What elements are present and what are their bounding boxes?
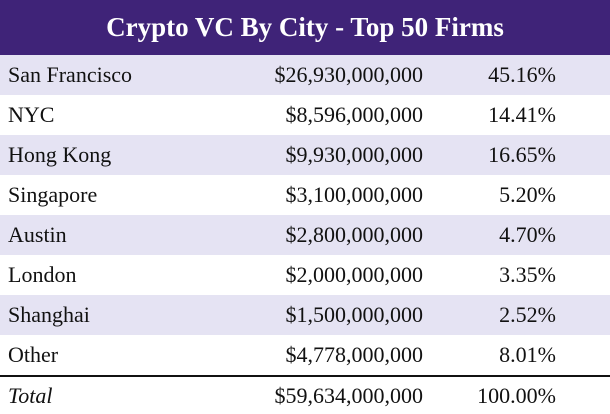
table-row: NYC $8,596,000,000 14.41% — [0, 95, 610, 135]
city-cell: Other — [8, 342, 59, 367]
amount-cell: $1,500,000,000 — [285, 302, 424, 327]
city-cell: Shanghai — [8, 302, 90, 327]
city-cell: Singapore — [8, 182, 98, 207]
percent-cell: 14.41% — [488, 102, 556, 127]
percent-cell: 2.52% — [499, 302, 556, 327]
percent-cell: 5.20% — [499, 182, 556, 207]
table-row: Hong Kong $9,930,000,000 16.65% — [0, 135, 610, 175]
table-row: San Francisco $26,930,000,000 45.16% — [0, 55, 610, 95]
amount-cell: $2,800,000,000 — [285, 222, 424, 247]
city-cell: San Francisco — [8, 62, 133, 87]
amount-cell: $4,778,000,000 — [285, 342, 424, 367]
amount-cell: $2,000,000,000 — [285, 262, 424, 287]
title: Crypto VC By City - Top 50 Firms — [0, 0, 610, 55]
city-cell: London — [8, 262, 77, 287]
table-row: Other $4,778,000,000 8.01% — [0, 335, 610, 375]
table-row: London $2,000,000,000 3.35% — [0, 255, 610, 295]
table-row: Total $59,634,000,000 100.00% — [0, 375, 610, 414]
table-row: Austin $2,800,000,000 4.70% — [0, 215, 610, 255]
city-cell: NYC — [8, 102, 55, 127]
percent-cell: 8.01% — [499, 342, 556, 367]
amount-cell: $8,596,000,000 — [285, 102, 424, 127]
percent-cell: 16.65% — [488, 142, 556, 167]
city-cell: Austin — [8, 222, 67, 247]
percent-cell: 45.16% — [488, 62, 556, 87]
city-cell: Total — [8, 382, 53, 408]
percent-cell: 4.70% — [499, 222, 556, 247]
city-cell: Hong Kong — [8, 142, 112, 167]
percent-cell: 3.35% — [499, 262, 556, 287]
table-row: Singapore $3,100,000,000 5.20% — [0, 175, 610, 215]
amount-cell: $59,634,000,000 — [274, 382, 424, 408]
amount-cell: $26,930,000,000 — [274, 62, 424, 87]
amount-cell: $3,100,000,000 — [285, 182, 424, 207]
percent-cell: 100.00% — [477, 382, 556, 408]
amount-cell: $9,930,000,000 — [285, 142, 424, 167]
table-body: San Francisco $26,930,000,000 45.16% NYC $8,… — [0, 55, 610, 414]
table-row: Shanghai $1,500,000,000 2.52% — [0, 295, 610, 335]
